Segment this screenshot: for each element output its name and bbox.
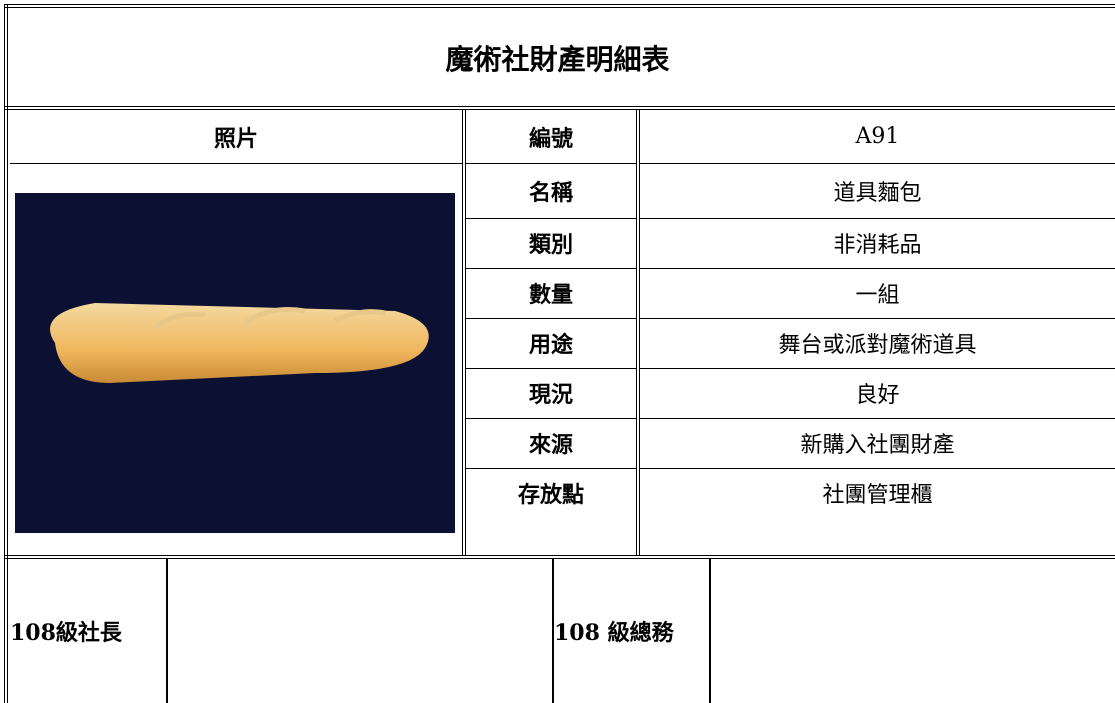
field-label: 存放點 (517, 482, 584, 508)
row-rule (640, 318, 1115, 319)
row-rule (10, 163, 462, 164)
field-label: 類別 (528, 232, 573, 258)
row-rule (640, 418, 1115, 419)
col-rule (636, 110, 640, 555)
photo-label: 照片 (213, 125, 258, 152)
row-rule (466, 163, 636, 164)
field-label: 名稱 (528, 179, 573, 206)
frame-top (4, 4, 1115, 8)
field-value: 新購入社團財產 (800, 433, 955, 458)
title: 魔術社財產明細表 (445, 43, 670, 76)
sig-rule (166, 559, 168, 703)
row-rule (466, 418, 636, 419)
field-value: 良好 (855, 383, 900, 408)
field-value: 舞台或派對魔術道具 (778, 333, 977, 358)
signature-label: 108級社長 (10, 620, 122, 646)
sig-rule (709, 559, 711, 703)
row-rule (640, 368, 1115, 369)
field-value: 非消耗品 (833, 233, 922, 258)
field-label: 來源 (528, 432, 573, 458)
row-rule (466, 468, 636, 469)
row-rule (466, 268, 636, 269)
field-value: 道具麵包 (833, 180, 922, 206)
row-rule (640, 218, 1115, 219)
signature-label: 108 級總務 (554, 620, 674, 646)
field-value: 一組 (855, 283, 900, 308)
table-bottom-rule (4, 555, 1115, 559)
field-label: 用途 (528, 332, 573, 358)
field-value: 社團管理櫃 (822, 483, 933, 508)
photo (15, 193, 455, 533)
field-label: 編號 (528, 125, 573, 152)
title-rule (4, 106, 1115, 110)
sig-rule (552, 559, 554, 703)
frame-left (4, 4, 8, 703)
row-rule (466, 368, 636, 369)
row-rule (466, 318, 636, 319)
field-value: A91 (855, 124, 900, 149)
field-label: 現況 (528, 382, 573, 408)
row-rule (640, 268, 1115, 269)
field-label: 數量 (528, 282, 573, 308)
row-rule (466, 218, 636, 219)
col-rule (462, 110, 466, 555)
row-rule (640, 163, 1115, 164)
row-rule (640, 468, 1115, 469)
